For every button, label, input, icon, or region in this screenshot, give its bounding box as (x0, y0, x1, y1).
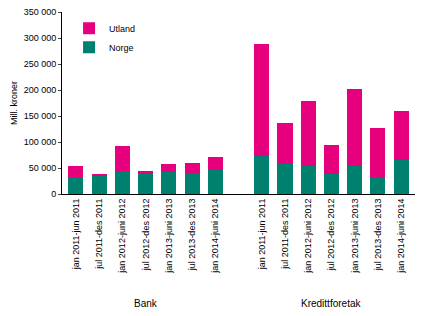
svg-text:200 000: 200 000 (24, 85, 57, 95)
svg-text:jan 2011-jun 2011: jan 2011-jun 2011 (257, 199, 267, 271)
svg-text:300 000: 300 000 (24, 33, 57, 43)
svg-text:jan 2011-jun 2011: jan 2011-jun 2011 (71, 199, 81, 271)
svg-text:jan 2013-juni 2013: jan 2013-juni 2013 (164, 199, 174, 274)
svg-text:150 000: 150 000 (24, 111, 57, 121)
svg-text:jul 2012-des 2012: jul 2012-des 2012 (326, 199, 336, 272)
svg-text:50 000: 50 000 (29, 163, 57, 173)
svg-text:jul 2013-des 2013: jul 2013-des 2013 (373, 199, 383, 272)
svg-text:100 000: 100 000 (24, 137, 57, 147)
svg-text:jan 2014-juni 2014: jan 2014-juni 2014 (210, 199, 220, 274)
svg-text:jul 2013-des 2013: jul 2013-des 2013 (187, 199, 197, 272)
svg-text:Norge: Norge (109, 43, 134, 53)
svg-text:250 000: 250 000 (24, 59, 57, 69)
svg-text:Mill. kroner: Mill. kroner (9, 81, 19, 125)
svg-text:jan 2012-juni 2012: jan 2012-juni 2012 (303, 199, 313, 274)
svg-text:jul 2011-des 2011: jul 2011-des 2011 (94, 199, 104, 270)
svg-text:jul 2011-des 2011: jul 2011-des 2011 (280, 199, 290, 270)
svg-text:jan 2012-juni 2012: jan 2012-juni 2012 (117, 199, 127, 274)
svg-text:jan 2014-juni 2014: jan 2014-juni 2014 (396, 199, 406, 274)
svg-text:Kredittforetak: Kredittforetak (301, 298, 361, 309)
svg-text:350 000: 350 000 (24, 7, 57, 17)
svg-text:Bank: Bank (134, 298, 158, 309)
svg-text:jan 2013-juni 2013: jan 2013-juni 2013 (350, 199, 360, 274)
svg-text:jul 2012-des 2012: jul 2012-des 2012 (141, 199, 151, 272)
svg-text:Utland: Utland (109, 24, 135, 34)
svg-text:0: 0 (51, 189, 56, 199)
